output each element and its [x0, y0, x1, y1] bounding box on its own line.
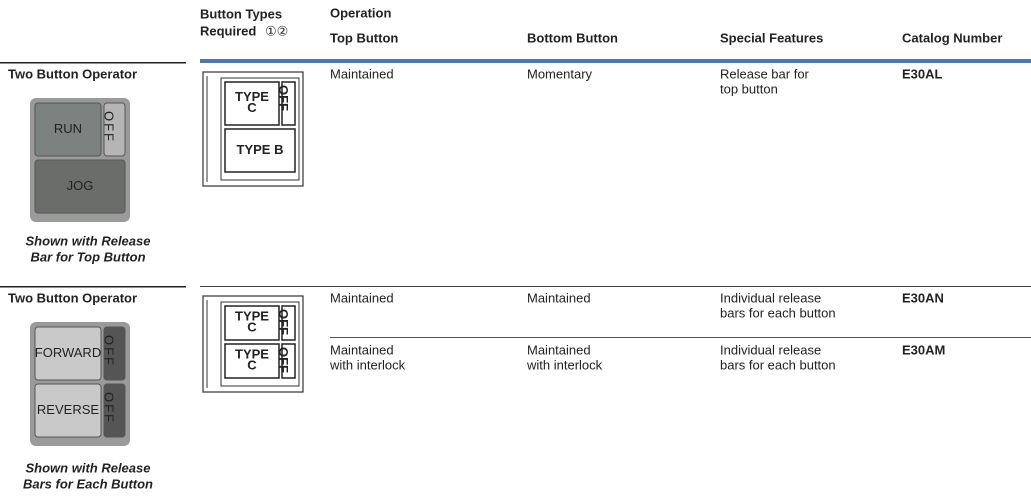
- diagram-label: C: [247, 320, 257, 335]
- header-label: Bottom Button: [527, 31, 618, 46]
- cell-text: Release bar for: [720, 67, 810, 82]
- diagram-label: TYPE: [235, 309, 269, 324]
- catalog-number: E30AM: [902, 343, 945, 358]
- cell-text: Individual release: [720, 291, 821, 306]
- diagram-button: [224, 81, 280, 126]
- row-rule: [330, 337, 1031, 338]
- header-label: Special Features: [720, 31, 823, 46]
- section-title: Two Button Operator: [8, 291, 137, 306]
- header-label: Required: [200, 24, 256, 39]
- caption: Bars for Each Button: [23, 477, 153, 492]
- photo-button-label: RUN: [54, 121, 82, 136]
- photo-off-label: OFF: [101, 392, 116, 424]
- diagram-label: C: [247, 358, 257, 373]
- photo-button-label: JOG: [67, 178, 94, 193]
- diagram-label: TYPE B: [237, 142, 284, 157]
- cell-text: bars for each button: [720, 306, 836, 321]
- cell-text: with interlock: [329, 358, 406, 373]
- diagram-button: [224, 343, 280, 379]
- section-rule: [200, 286, 1031, 287]
- diagram-button: [224, 128, 296, 173]
- cell-text: with interlock: [526, 358, 603, 373]
- diagram-label: TYPE: [235, 89, 269, 104]
- cell-text: bars for each button: [720, 358, 836, 373]
- header-label: Top Button: [330, 31, 398, 46]
- diagram-off: [281, 81, 296, 126]
- footnote-marks: ①②: [265, 24, 288, 39]
- photo-button: [34, 326, 102, 381]
- photo-off-label: OFF: [101, 335, 116, 367]
- diagram-off: [281, 343, 296, 379]
- catalog-number: E30AL: [902, 67, 943, 82]
- photo-off-button: [103, 102, 126, 157]
- photo-button: [34, 383, 102, 438]
- photo-button: [34, 102, 102, 157]
- cell-text: Maintained: [527, 291, 591, 306]
- cell-text: top button: [720, 82, 778, 97]
- cell-text: Maintained: [330, 67, 394, 82]
- diagram-off-label: OFF: [276, 347, 291, 373]
- caption: Shown with Release: [26, 234, 151, 249]
- photo-off-button: [103, 383, 126, 438]
- diagram-off-label: OFF: [276, 309, 291, 335]
- diagram-label: C: [247, 100, 257, 115]
- section-title: Two Button Operator: [8, 67, 137, 82]
- caption: Bar for Top Button: [30, 250, 145, 265]
- cell-text: Momentary: [527, 67, 593, 82]
- photo-button-label: FORWARD: [35, 345, 101, 360]
- diagram-off: [281, 305, 296, 341]
- cell-text: Maintained: [527, 343, 591, 358]
- header-label: Catalog Number: [902, 31, 1002, 46]
- catalog-number: E30AN: [902, 291, 944, 306]
- photo-off-button: [103, 326, 126, 381]
- cell-text: Maintained: [330, 291, 394, 306]
- photo-button-label: REVERSE: [37, 402, 99, 417]
- caption: Shown with Release: [26, 461, 151, 476]
- section-rule: [0, 286, 186, 288]
- cell-text: Individual release: [720, 343, 821, 358]
- section-rule: [0, 62, 186, 64]
- diagram-button: [224, 305, 280, 341]
- header-rule: [200, 59, 1031, 63]
- diagram-off-label: OFF: [276, 85, 291, 111]
- header-label: Operation: [330, 6, 391, 21]
- header-label: Button Types: [200, 7, 282, 22]
- photo-button: [34, 159, 126, 214]
- diagram-label: TYPE: [235, 347, 269, 362]
- cell-text: Maintained: [330, 343, 394, 358]
- photo-off-label: OFF: [101, 111, 116, 143]
